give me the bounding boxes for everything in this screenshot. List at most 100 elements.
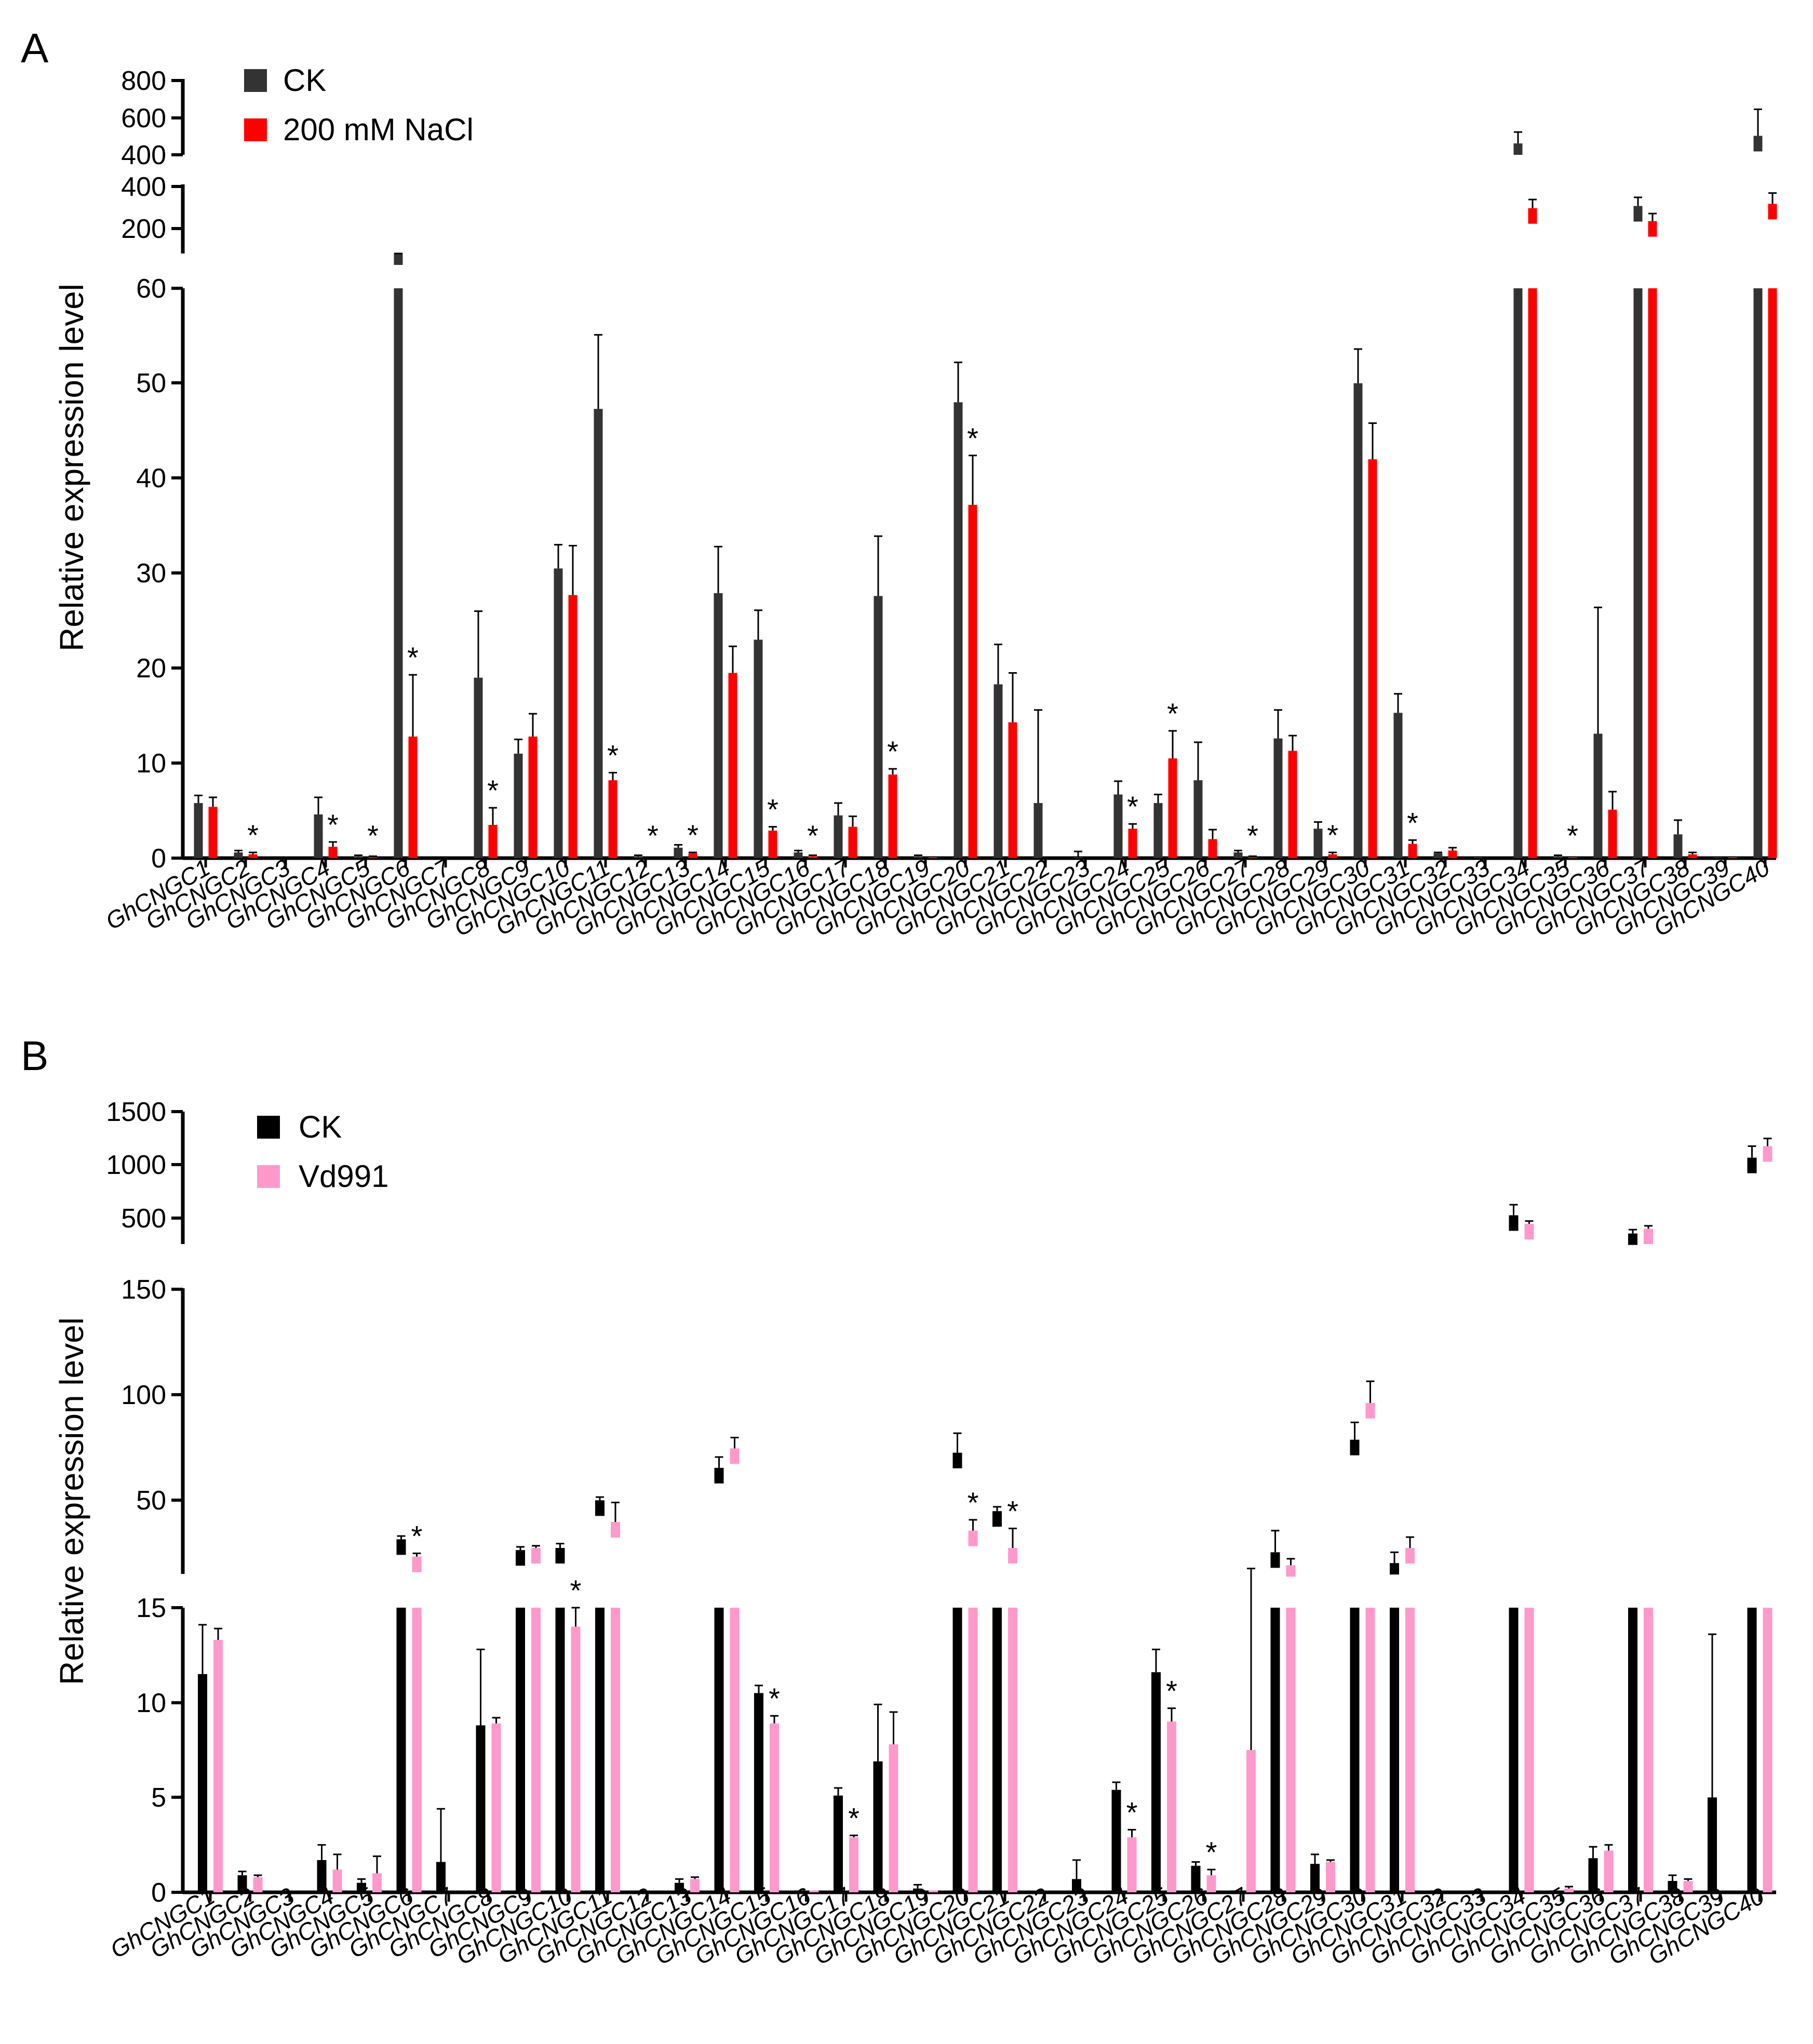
bar-ck — [1469, 1890, 1479, 1892]
bar-ck — [595, 1608, 605, 1892]
bar-200-mm-nacl — [328, 847, 338, 858]
y-tick-label: 1500 — [106, 1097, 166, 1127]
bar-ck — [1193, 780, 1203, 858]
bar-ck — [555, 1548, 565, 1564]
bar-200-mm-nacl — [408, 736, 418, 858]
y-tick-label: 0 — [151, 1878, 166, 1908]
legend-label: CK — [283, 63, 326, 98]
bar-ck — [396, 1608, 406, 1892]
bar-200-mm-nacl — [1168, 758, 1177, 858]
significance-star: * — [1126, 1796, 1138, 1828]
significance-star: * — [769, 1682, 780, 1715]
bar-ck — [714, 1467, 724, 1484]
y-tick-label: 10 — [136, 749, 166, 779]
bar-ck — [1673, 834, 1683, 858]
bar-ck — [1313, 829, 1323, 858]
significance-star: * — [1407, 806, 1418, 839]
significance-star: * — [767, 793, 778, 826]
bar-ck — [1628, 1233, 1637, 1245]
bar-vd991 — [1524, 1608, 1534, 1892]
bar-ck — [754, 1693, 763, 1892]
bar-vd991 — [1644, 1228, 1653, 1244]
y-tick-label: 30 — [136, 558, 166, 589]
significance-star: * — [1206, 1836, 1217, 1868]
bar-vd991 — [889, 1744, 898, 1892]
bar-200-mm-nacl — [1768, 288, 1777, 858]
bar-vd991 — [412, 1556, 422, 1572]
bar-ck — [1433, 853, 1443, 858]
bar-ck — [314, 814, 323, 858]
bar-vd991 — [1604, 1850, 1614, 1892]
significance-star: * — [1127, 790, 1138, 823]
bar-200-mm-nacl — [848, 826, 857, 858]
bar-ck — [952, 1452, 962, 1468]
significance-star: * — [407, 641, 419, 674]
bar-200-mm-nacl — [1408, 844, 1417, 858]
bar-ck — [237, 1875, 247, 1892]
bar-200-mm-nacl — [888, 774, 897, 858]
bar-200-mm-nacl — [1448, 850, 1457, 858]
bar-vd991 — [1286, 1608, 1296, 1892]
bar-vd991 — [929, 1890, 938, 1892]
y-tick-label: 100 — [121, 1380, 166, 1410]
bar-ck — [914, 856, 923, 858]
bar-ck — [754, 639, 763, 858]
y-tick-label: 400 — [121, 172, 166, 202]
bar-ck — [1473, 857, 1483, 859]
bar-vd991 — [611, 1608, 620, 1892]
bar-ck — [357, 1882, 366, 1892]
bar-ck — [194, 803, 203, 858]
bar-vd991 — [1683, 1881, 1693, 1892]
significance-star: * — [1327, 819, 1338, 851]
bar-200-mm-nacl — [1528, 208, 1537, 224]
bar-ck — [675, 1882, 684, 1892]
bar-vd991 — [253, 1877, 263, 1892]
bar-ck — [913, 1888, 922, 1892]
bar-vd991 — [1246, 1750, 1256, 1892]
bar-vd991 — [531, 1548, 541, 1564]
significance-star: * — [968, 1486, 979, 1519]
bar-vd991 — [730, 1448, 740, 1464]
bar-200-mm-nacl — [768, 830, 777, 858]
bar-ck — [317, 1860, 327, 1892]
bar-ck — [595, 1500, 605, 1516]
bar-ck — [1073, 857, 1083, 859]
bar-vd991 — [332, 1869, 342, 1892]
legend-label: Vd991 — [299, 1159, 389, 1194]
bar-200-mm-nacl — [1648, 288, 1657, 858]
significance-star: * — [1166, 1675, 1177, 1707]
bar-200-mm-nacl — [1528, 288, 1537, 858]
bar-vd991 — [1167, 1721, 1176, 1892]
bar-ck — [1588, 1858, 1598, 1892]
significance-star: * — [848, 1801, 860, 1834]
bar-vd991 — [730, 1608, 740, 1892]
bar-vd991 — [849, 1837, 858, 1892]
bar-vd991 — [1644, 1608, 1653, 1892]
bar-200-mm-nacl — [688, 853, 697, 858]
bar-200-mm-nacl — [528, 736, 538, 858]
bar-vd991 — [1008, 1608, 1017, 1892]
bar-vd991 — [968, 1608, 978, 1892]
significance-star: * — [327, 808, 339, 841]
y-tick-label: 600 — [121, 103, 166, 133]
significance-star: * — [411, 1519, 423, 1552]
bar-ck — [1633, 288, 1643, 858]
bar-200-mm-nacl — [1328, 854, 1337, 858]
bar-vd991 — [213, 1640, 223, 1892]
bar-200-mm-nacl — [1128, 829, 1137, 858]
bar-200-mm-nacl — [368, 857, 378, 859]
legend-label: CK — [299, 1110, 342, 1144]
bar-vd991 — [372, 1873, 382, 1892]
bar-vd991 — [1286, 1565, 1296, 1577]
bar-ck — [396, 1539, 406, 1555]
y-tick-label: 150 — [121, 1275, 166, 1305]
bar-vd991 — [770, 1723, 779, 1892]
bar-vd991 — [1127, 1837, 1137, 1892]
y-tick-label: 20 — [136, 653, 166, 684]
bar-ck — [476, 1725, 486, 1892]
bar-vd991 — [531, 1608, 541, 1892]
legend-swatch — [257, 1165, 280, 1188]
bar-200-mm-nacl — [608, 780, 617, 858]
significance-star: * — [647, 819, 659, 852]
